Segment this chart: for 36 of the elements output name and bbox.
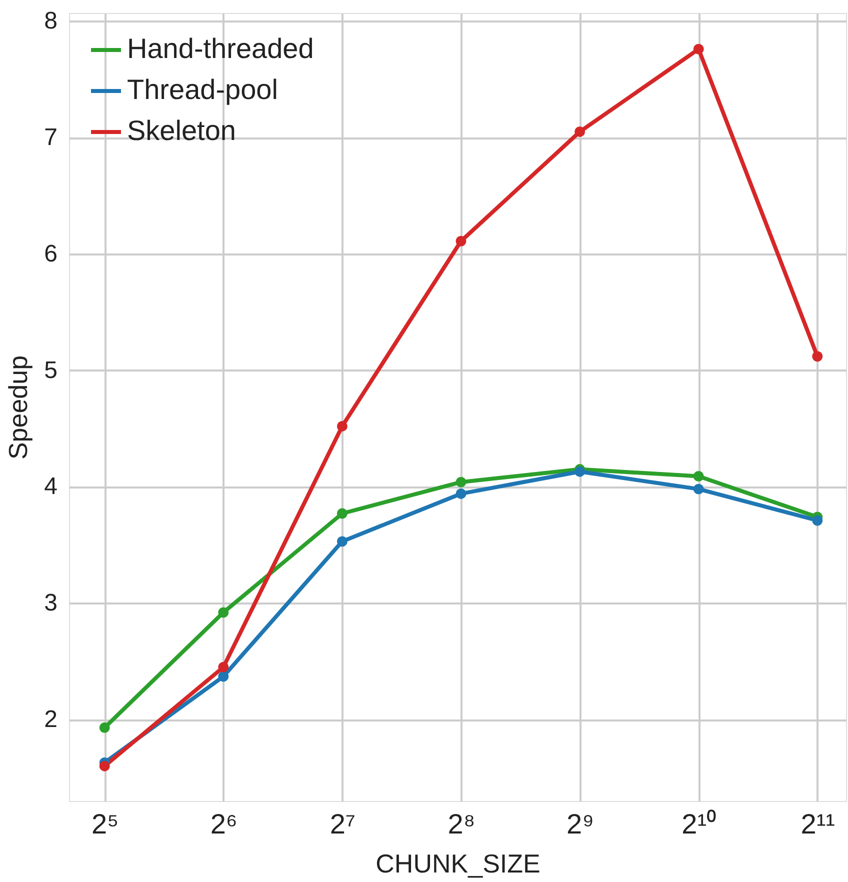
- point: [693, 484, 704, 494]
- x-tick-label: 2⁵: [91, 808, 119, 840]
- x-axis-title: CHUNK_SIZE: [376, 848, 540, 878]
- point: [693, 44, 704, 54]
- y-tick-label: 8: [44, 8, 58, 35]
- legend-label: Thread-pool: [127, 74, 278, 105]
- point: [218, 671, 229, 682]
- point: [218, 607, 229, 618]
- point: [336, 508, 348, 519]
- point: [574, 126, 586, 137]
- point: [812, 351, 823, 362]
- point: [456, 476, 466, 488]
- point: [336, 536, 348, 547]
- x-tick-label: 2⁷: [330, 808, 356, 840]
- point: [693, 471, 704, 482]
- point: [99, 722, 110, 733]
- y-tick-label: 3: [44, 590, 58, 617]
- x-tick-label: 2⁶: [210, 808, 238, 840]
- y-axis-title: Speedup: [3, 355, 34, 460]
- y-tick-label: 5: [44, 356, 58, 384]
- legend-label: Hand-threaded: [127, 33, 314, 64]
- y-tick-label: 2: [44, 706, 58, 734]
- point: [456, 488, 466, 499]
- point: [218, 662, 229, 672]
- point: [99, 760, 110, 772]
- y-tick-label: 4: [44, 473, 58, 500]
- x-tick-label: 2⁹: [566, 808, 594, 840]
- x-tick-label: 2¹⁰: [682, 808, 717, 840]
- point: [336, 420, 348, 432]
- point: [456, 236, 466, 246]
- y-tick-label: 7: [44, 124, 58, 152]
- point: [812, 515, 823, 526]
- x-tick-label: 2⁸: [448, 808, 476, 840]
- legend-label: Skeleton: [127, 115, 236, 146]
- x-tick-label: 2¹¹: [800, 808, 836, 840]
- y-tick-label: 6: [44, 240, 58, 268]
